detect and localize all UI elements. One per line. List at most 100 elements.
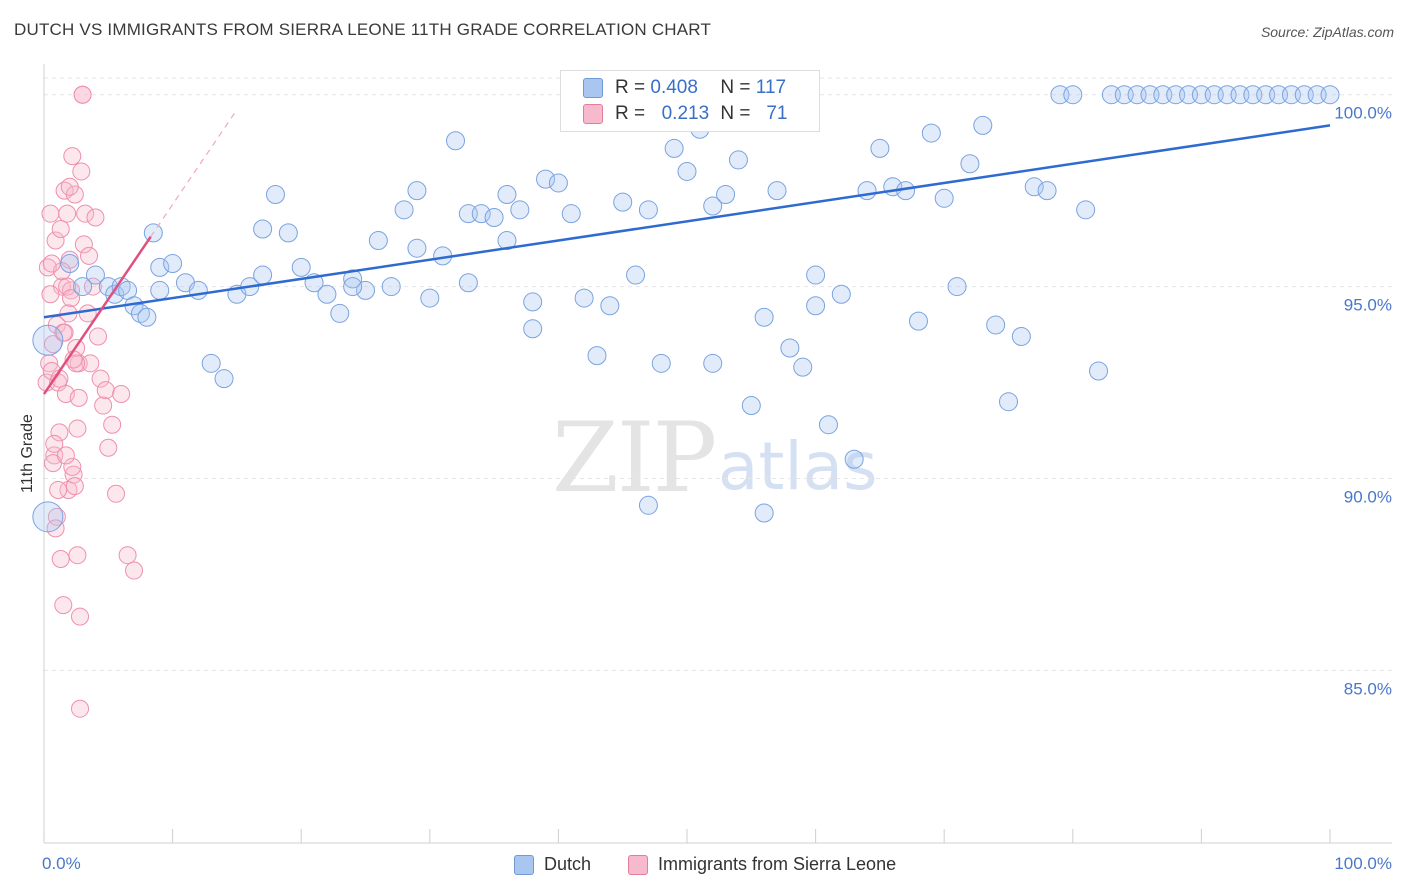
sierra-leone-point xyxy=(96,381,115,400)
dutch-point xyxy=(330,303,350,323)
legend-swatch-sierra-leone xyxy=(583,104,603,124)
dutch-point xyxy=(870,138,890,158)
dutch-point xyxy=(638,200,658,220)
sierra-leone-point xyxy=(62,289,81,308)
sierra-leone-point xyxy=(63,147,82,166)
y-tick-label: 90.0% xyxy=(1344,487,1392,506)
legend-n-value-sierra-leone: 71 xyxy=(766,103,788,124)
sierra-leone-point xyxy=(54,596,73,615)
dutch-point xyxy=(600,296,620,316)
dutch-point xyxy=(105,284,125,304)
dutch-point xyxy=(381,277,401,297)
dutch-point xyxy=(1037,181,1057,201)
stats-legend: R = 0.408 N = 117 R = 0.213 N = 71 xyxy=(560,70,820,132)
dutch-point xyxy=(253,265,273,285)
dutch-point xyxy=(947,277,967,297)
bottom-legend: Dutch Immigrants from Sierra Leone xyxy=(0,852,1406,878)
tick-labels: 85.0% 90.0% 95.0% 100.0% 0.0% 100.0% 11th Grad… xyxy=(19,104,1392,873)
sierra-leone-point xyxy=(45,434,64,453)
y-tick-label: 100.0% xyxy=(1334,104,1392,123)
watermark-zip: ZIP xyxy=(552,402,717,514)
sierra-leone-point xyxy=(81,354,100,373)
sierra-leone-point xyxy=(94,396,113,415)
dutch-point xyxy=(754,307,774,327)
dutch-point xyxy=(857,181,877,201)
sierra-leone-point xyxy=(41,204,60,223)
dutch-point xyxy=(638,495,658,515)
dutch-point xyxy=(664,138,684,158)
sierra-leone-point xyxy=(58,277,77,296)
dutch-point xyxy=(343,277,363,297)
dutch-point xyxy=(651,353,671,373)
sierra-leone-point xyxy=(89,327,108,346)
chart-title: DUTCH VS IMMIGRANTS FROM SIERRA LEONE 11… xyxy=(14,20,712,39)
dutch-point xyxy=(278,223,298,243)
sierra-leone-point xyxy=(44,335,63,354)
sierra-leone-point xyxy=(55,323,74,342)
dutch-point xyxy=(844,449,864,469)
dutch-point xyxy=(188,280,208,300)
dutch-point xyxy=(137,307,157,327)
dutch-point xyxy=(703,196,723,216)
dutch-point xyxy=(368,231,388,251)
dutch-point xyxy=(484,207,504,227)
sierra-leone-point xyxy=(64,465,83,484)
legend-r-label: R = xyxy=(615,77,646,98)
dutch-point xyxy=(407,238,427,258)
bottom-legend-swatch-sierra-leone xyxy=(628,854,648,875)
sierra-leone-point xyxy=(60,177,79,196)
legend-r-value-dutch: 0.408 xyxy=(650,77,698,98)
legend-r-value-sierra-leone: 0.213 xyxy=(661,103,710,124)
dutch-point xyxy=(32,501,64,533)
legend-row-sierra-leone: R = 0.213 N = 71 xyxy=(583,102,787,126)
dutch-point xyxy=(265,184,285,204)
dutch-point xyxy=(921,123,941,143)
dutch-point xyxy=(561,204,581,224)
dutch-point xyxy=(85,265,105,285)
chart-source: Source: ZipAtlas.com xyxy=(1260,24,1394,40)
dutch-point xyxy=(986,315,1006,335)
dutch-point xyxy=(150,280,170,300)
legend-row-dutch: R = 0.408 N = 117 xyxy=(583,76,786,100)
dutch-trend-line xyxy=(43,124,1331,319)
dutch-point xyxy=(613,192,633,212)
grid-lines xyxy=(44,77,1392,671)
dutch-point xyxy=(1063,85,1083,105)
sierra-leone-point xyxy=(74,235,93,254)
dutch-point xyxy=(548,173,568,193)
sierra-leone-point xyxy=(107,484,126,503)
dutch-point xyxy=(394,200,414,220)
sierra-leone-point xyxy=(41,285,60,304)
dutch-point xyxy=(60,254,80,274)
sierra-leone-point xyxy=(71,699,90,718)
x-tick-label-max: 100.0% xyxy=(1334,854,1392,873)
sierra-leone-point xyxy=(73,85,92,104)
dutch-point xyxy=(471,204,491,224)
y-tick-label: 95.0% xyxy=(1344,296,1392,315)
legend-swatch-dutch xyxy=(583,78,603,98)
y-axis-title: 11th Grade xyxy=(19,414,36,493)
dutch-point xyxy=(806,296,826,316)
dutch-point xyxy=(934,188,954,208)
y-tick-label: 85.0% xyxy=(1344,679,1392,698)
watermark-atlas: atlas xyxy=(718,428,878,505)
dutch-point xyxy=(163,254,183,274)
dutch-point xyxy=(343,269,363,289)
sierra-leone-point xyxy=(80,246,99,265)
dutch-point xyxy=(356,280,375,300)
legend-r-label: R = xyxy=(615,103,646,124)
dutch-point xyxy=(1320,85,1340,105)
sierra-leone-point xyxy=(51,220,70,239)
dutch-point xyxy=(214,369,234,389)
sierra-leone-point xyxy=(68,546,87,565)
bottom-legend-label-sierra-leone: Immigrants from Sierra Leone xyxy=(658,854,897,874)
dutch-point xyxy=(201,353,221,373)
dutch-point xyxy=(960,154,980,174)
dutch-point xyxy=(677,161,697,181)
sierra-leone-point xyxy=(50,423,69,442)
dutch-point xyxy=(536,169,556,189)
dutch-point xyxy=(1076,200,1096,220)
dutch-point xyxy=(32,324,64,356)
sierra-leone-point xyxy=(56,446,75,465)
